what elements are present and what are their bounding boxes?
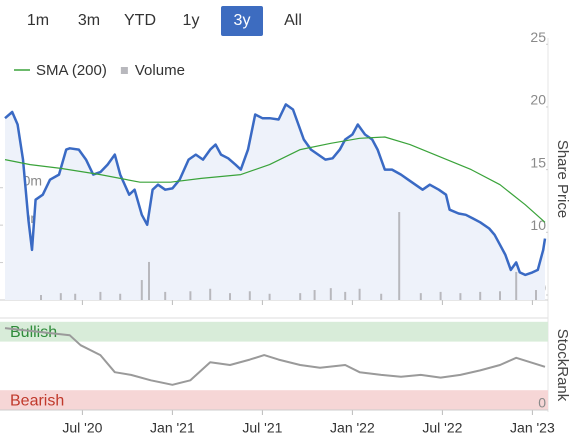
volume-bar	[229, 293, 231, 300]
volume-bar	[358, 288, 361, 300]
range-button-active	[221, 6, 263, 36]
range-button[interactable]: All	[284, 12, 302, 29]
volume-bar	[313, 290, 316, 300]
volume-bar	[515, 271, 518, 300]
volume-bar	[380, 293, 383, 300]
range-button[interactable]: 1m	[27, 12, 49, 29]
rank-band	[0, 390, 548, 410]
x-tick-label: Jan '23	[510, 420, 555, 436]
y-tick-label: 10	[530, 217, 546, 233]
volume-bar	[329, 288, 332, 300]
stockrank-line	[4, 327, 546, 386]
price-line	[4, 103, 547, 277]
volume-bar	[209, 288, 212, 300]
y-axis-title: StockRank	[554, 329, 571, 402]
range-button[interactable]: 3m	[78, 12, 100, 29]
range-button[interactable]: YTD	[124, 12, 156, 29]
legend-label: Volume	[135, 62, 185, 79]
x-tick-label: Jan '21	[150, 420, 195, 436]
y-tick-label: 25	[530, 29, 546, 45]
volume-bar	[99, 291, 102, 300]
x-tick-label: Jul '20	[62, 420, 102, 436]
legend-symbol	[120, 67, 128, 74]
y-tick-label: 20	[530, 92, 546, 108]
volume-bar	[479, 291, 482, 300]
volume-bar	[164, 291, 167, 300]
range-button[interactable]: 3y	[234, 12, 251, 29]
legend-label: SMA (200)	[36, 62, 107, 79]
volume-bar	[535, 290, 537, 300]
volume-bar	[40, 295, 42, 300]
volume-bar	[148, 261, 150, 300]
volume-bar	[74, 293, 77, 300]
volume-bar	[459, 293, 462, 300]
volume-bar	[268, 293, 271, 300]
volume-bar	[419, 293, 422, 300]
volume-bar	[439, 291, 442, 300]
volume-bar	[248, 291, 251, 300]
volume-bar	[189, 291, 192, 300]
y-tick-label: 15	[530, 154, 546, 170]
x-tick-label: Jul '22	[422, 420, 462, 436]
y-axis-title: Share Price	[554, 140, 571, 218]
band-label: Bullish	[10, 324, 57, 341]
volume-bar	[119, 293, 122, 300]
rank-band	[0, 321, 548, 342]
sma-line	[4, 136, 546, 223]
y-tick-label: 0	[538, 395, 546, 411]
price-area	[5, 104, 545, 301]
volume-bar	[398, 212, 401, 300]
band-label: Bearish	[10, 392, 64, 409]
volume-bar	[59, 293, 62, 300]
volume-bar	[299, 293, 302, 300]
volume-bar	[344, 291, 347, 300]
volume-bar	[140, 280, 143, 300]
volume-bar	[499, 291, 501, 300]
range-button[interactable]: 1y	[183, 12, 200, 29]
x-tick-label: Jan '22	[330, 420, 375, 436]
x-tick-label: Jul '21	[242, 420, 282, 436]
